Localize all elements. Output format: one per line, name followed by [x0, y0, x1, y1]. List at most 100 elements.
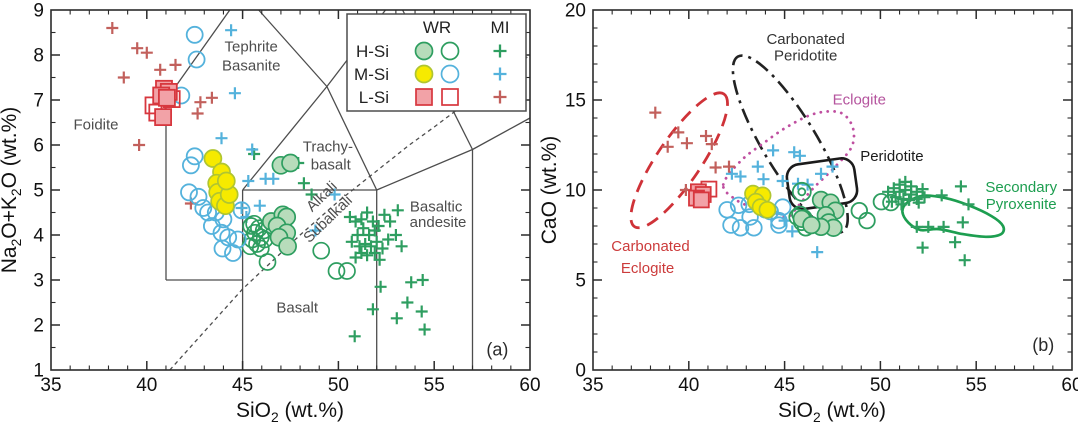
data-point: [918, 191, 931, 204]
data-point: [205, 91, 218, 104]
field-label: Eclogite: [833, 92, 886, 109]
data-point: [757, 173, 770, 186]
data-point: [935, 189, 948, 202]
data-point: [349, 215, 362, 228]
series-wr-hsi-filled: [261, 153, 300, 256]
data-point: [395, 240, 408, 253]
data-point: [185, 25, 204, 44]
data-point: [390, 312, 403, 325]
series-mi-msi-plus: [725, 144, 839, 259]
data-point: [366, 303, 379, 316]
data-point: [345, 235, 358, 248]
data-point: [368, 247, 381, 259]
data-point: [309, 224, 322, 237]
carbonated-eclogite-field: [629, 91, 729, 230]
data-point: [791, 181, 812, 202]
data-point: [731, 219, 750, 237]
field-label: Foidite: [74, 116, 119, 133]
field-label: basalt: [311, 156, 352, 173]
data-point: [916, 241, 929, 254]
data-point: [374, 280, 387, 293]
data-point: [741, 208, 759, 226]
data-point: [267, 172, 280, 185]
data-point: [405, 276, 418, 289]
panel-letter: (a): [486, 340, 508, 360]
series-wr-msi-open: [718, 195, 792, 237]
legend-swatch-circle: [414, 64, 434, 84]
field-label: Eclogite: [621, 260, 674, 277]
y-tick-label: 9: [33, 1, 44, 22]
data-point: [357, 222, 370, 235]
legend-row-l-si: L-Si: [359, 88, 507, 107]
data-point: [885, 195, 898, 208]
data-point: [281, 153, 300, 173]
data-point: [910, 220, 923, 233]
data-point: [348, 330, 361, 343]
field-label: Basalt: [276, 299, 319, 316]
x-tick-label: 40: [678, 375, 699, 396]
data-point: [225, 24, 238, 37]
legend-header-mi: MI: [491, 18, 510, 37]
data-point: [117, 71, 130, 84]
data-point: [770, 211, 788, 230]
y-tick-label: 0: [575, 361, 586, 382]
x-tick-label: 50: [870, 375, 891, 396]
data-point: [811, 246, 824, 259]
data-point: [312, 241, 331, 260]
data-point: [767, 144, 780, 157]
legend-box: [346, 13, 527, 112]
y-tick-label: 5: [33, 181, 44, 202]
data-point: [187, 50, 206, 69]
field-label: Tephrite: [225, 38, 278, 55]
data-point: [194, 96, 207, 109]
data-point: [722, 216, 740, 234]
data-point: [415, 305, 428, 318]
y-axis-title: Na2O+K2O (wt.%): [0, 107, 24, 274]
legend-row-label: L-Si: [359, 88, 389, 107]
series-mi-lsi-plus: [106, 22, 218, 210]
data-point: [815, 167, 827, 180]
data-point: [203, 149, 223, 168]
data-point: [297, 177, 310, 190]
boundary-line: [326, 86, 378, 191]
data-point: [361, 206, 374, 219]
data-point: [246, 143, 259, 156]
x-tick-label: 60: [1061, 375, 1078, 396]
legend-swatch-plus: [493, 67, 507, 81]
field-label: andesite: [410, 214, 467, 231]
data-point: [912, 196, 925, 209]
data-point: [401, 296, 414, 309]
x-tick-label: 60: [519, 375, 540, 396]
axes: 35 40 45 50 55 60 0 5 10 15 20 SiO2 (wt.%) CaO (wt.%…: [538, 1, 1078, 423]
carbonated-peridotite-field: [731, 54, 850, 234]
data-point: [378, 208, 391, 221]
field-label: Carbonated: [766, 31, 844, 48]
data-point: [709, 161, 722, 174]
data-point: [949, 236, 962, 249]
legend-swatch-square: [415, 88, 433, 106]
data-point: [372, 220, 385, 232]
data-point: [649, 106, 662, 119]
panel-letter: (b): [1032, 335, 1054, 355]
data-point: [154, 108, 173, 126]
x-axis-title: SiO2 (wt.%): [236, 399, 344, 423]
data-point: [680, 137, 693, 150]
data-point: [850, 201, 869, 220]
legend-swatch-circle: [414, 41, 434, 61]
data-point: [418, 323, 431, 336]
data-point: [216, 171, 236, 191]
y-tick-label: 4: [33, 226, 44, 247]
series-wr-lsi-filled: [688, 183, 712, 209]
data-point: [338, 262, 356, 280]
y-axis-title: CaO (wt.%): [538, 136, 561, 245]
data-point: [858, 211, 876, 230]
data-point: [770, 216, 788, 234]
series-mi-hsi-plus: [248, 148, 431, 343]
data-point: [191, 107, 204, 120]
data-point: [199, 203, 218, 222]
field-label: Pyroxenite: [986, 196, 1057, 213]
legend: WR MI H-Si M-Si L-Si: [346, 13, 527, 112]
data-point: [258, 253, 277, 271]
data-point: [382, 233, 395, 246]
